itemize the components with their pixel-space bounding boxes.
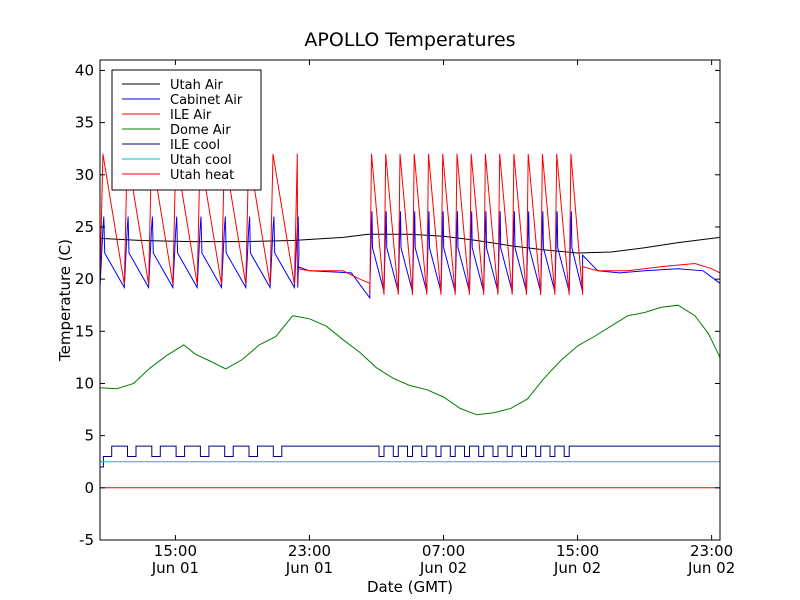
legend-box <box>111 69 262 191</box>
y-tick-label: 30 <box>75 166 94 184</box>
x-tick-label-time: 23:00 <box>690 542 733 560</box>
x-tick-label-time: 07:00 <box>422 542 465 560</box>
legend-label: ILE cool <box>170 138 220 153</box>
chart-title: APOLLO Temperatures <box>304 29 515 51</box>
x-tick-label-date: Jun 02 <box>419 559 467 577</box>
legend-label: Cabinet Air <box>170 93 243 108</box>
legend-label: Utah heat <box>170 168 234 183</box>
x-tick-label-date: Jun 02 <box>687 559 735 577</box>
y-axis-label: Temperature (C) <box>56 239 74 362</box>
x-tick-label-time: 15:00 <box>154 542 197 560</box>
y-tick-label: 10 <box>75 374 94 392</box>
y-tick-label: 25 <box>75 218 94 236</box>
legend-label: Utah cool <box>170 153 232 168</box>
series-layer <box>100 153 720 489</box>
x-tick-label-date: Jun 02 <box>553 559 601 577</box>
legend-label: ILE Air <box>170 108 212 123</box>
y-tick-label: 20 <box>75 270 94 288</box>
legend-label: Dome Air <box>170 123 231 138</box>
series-line-dome-air <box>100 304 720 416</box>
y-tick-label: 40 <box>75 61 94 79</box>
y-tick-label: -5 <box>79 531 94 549</box>
y-tick-label: 5 <box>84 427 94 445</box>
x-axis-label: Date (GMT) <box>367 578 453 596</box>
series-line-ile-air <box>100 153 720 295</box>
series-line-ile-cool <box>100 445 720 468</box>
x-tick-label-time: 15:00 <box>556 542 599 560</box>
plot-frame <box>99 59 721 541</box>
x-tick-label-date: Jun 01 <box>285 559 333 577</box>
y-axis: -5 0 5 10 15 20 25 30 35 40 <box>75 61 720 549</box>
y-tick-label: 0 <box>84 479 94 497</box>
x-tick-label-time: 23:00 <box>288 542 331 560</box>
y-tick-label: 35 <box>75 114 94 132</box>
x-tick-label-date: Jun 01 <box>151 559 199 577</box>
y-tick-label: 15 <box>75 322 94 340</box>
legend-label: Utah Air <box>170 78 223 93</box>
